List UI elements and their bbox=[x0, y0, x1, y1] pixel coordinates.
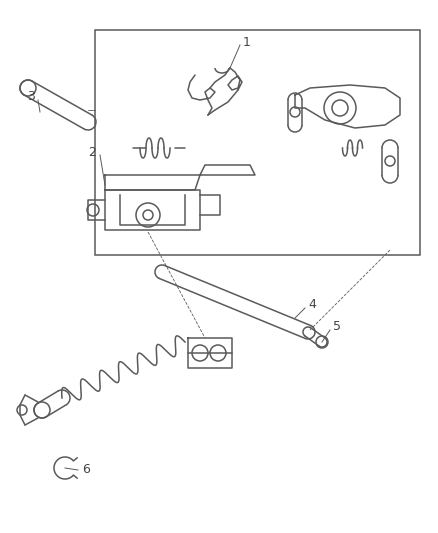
Text: 1: 1 bbox=[243, 36, 250, 49]
Text: 4: 4 bbox=[307, 298, 315, 311]
Text: 2: 2 bbox=[88, 146, 96, 158]
Text: 3: 3 bbox=[27, 90, 35, 102]
Text: 6: 6 bbox=[82, 464, 90, 477]
Text: 5: 5 bbox=[332, 320, 340, 334]
